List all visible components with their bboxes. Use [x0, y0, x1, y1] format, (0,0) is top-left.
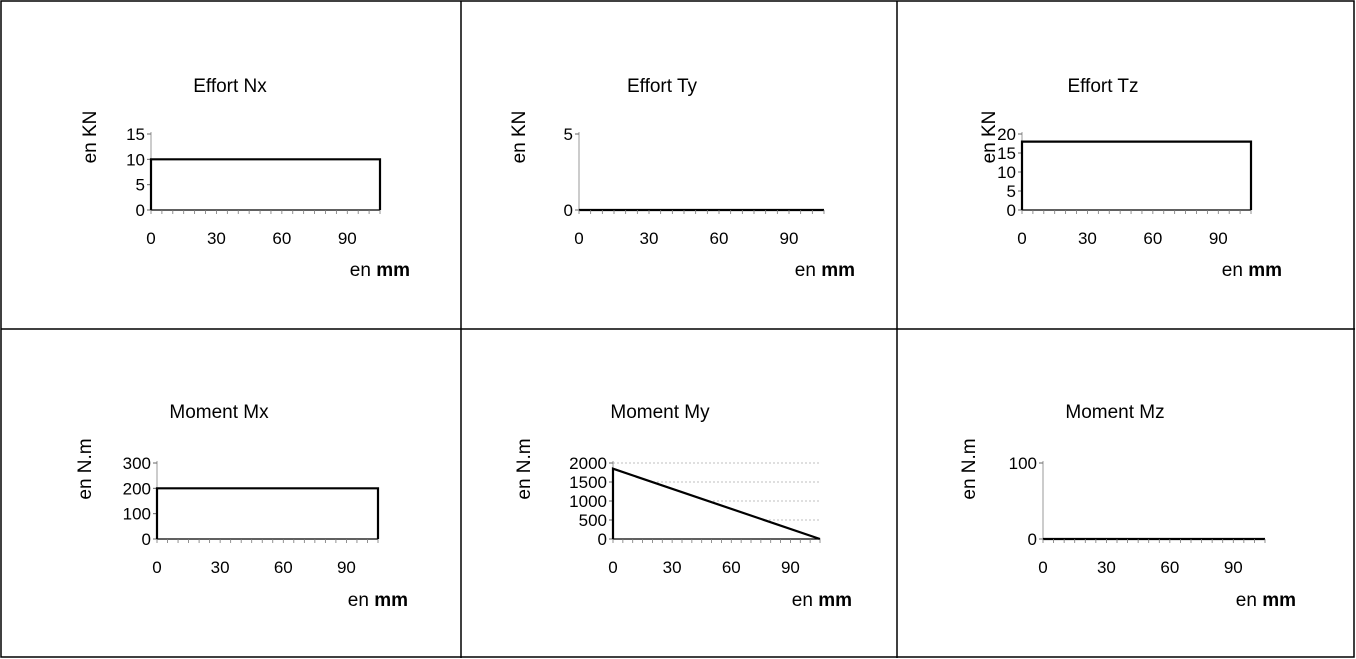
chart-title: Effort Ty — [627, 76, 698, 97]
chart-1: Effort Nx en KN 0 5 10 15 0 30 60 90 en mm — [80, 76, 410, 281]
y-tick-label: 1000 — [569, 492, 607, 511]
y-tick-label: 0 — [136, 201, 145, 220]
y-axis-label: en N.m — [514, 438, 535, 499]
chart-4: Moment Mx en N.m 0 100 200 300 0 30 60 90 en mm — [75, 402, 408, 611]
y-tick-label: 0 — [598, 530, 607, 549]
x-axis-label-prefix: en — [795, 260, 821, 281]
x-axis-label: en mm — [792, 590, 852, 611]
x-tick-label: 0 — [608, 558, 617, 577]
x-axis-label-prefix: en — [1236, 590, 1262, 611]
chart-title: Effort Tz — [1067, 76, 1138, 97]
x-axis-label-prefix: en — [348, 590, 374, 611]
x-axis-label: en mm — [348, 590, 408, 611]
x-axis-label: en mm — [1222, 260, 1282, 281]
x-axis-label: en mm — [350, 260, 410, 281]
y-tick-label: 200 — [123, 479, 151, 498]
x-tick-label: 60 — [272, 229, 291, 248]
data-series-area — [611, 467, 821, 541]
chart-2: Effort Ty en KN 0 5 0 30 60 90 en mm — [509, 76, 855, 281]
y-tick-label: 500 — [579, 511, 607, 530]
x-axis-label-prefix: en — [792, 590, 818, 611]
x-tick-label: 90 — [1209, 229, 1228, 248]
chart-title: Effort Nx — [193, 76, 267, 97]
y-tick-label: 20 — [997, 125, 1016, 144]
x-tick-label: 90 — [1224, 558, 1243, 577]
chart-title: Moment Mz — [1065, 402, 1164, 423]
y-axis-label: en KN — [509, 111, 530, 164]
x-tick-label: 30 — [663, 558, 682, 577]
x-axis-label-prefix: en — [1222, 260, 1248, 281]
y-tick-label: 100 — [123, 505, 151, 524]
x-axis-label-unit: mm — [374, 590, 408, 611]
data-series-area — [1020, 140, 1253, 210]
x-tick-label: 60 — [1143, 229, 1162, 248]
x-tick-label: 30 — [1097, 558, 1116, 577]
y-tick-label: 5 — [136, 176, 145, 195]
y-tick-label: 0 — [1028, 530, 1037, 549]
y-tick-label: 0 — [142, 530, 151, 549]
x-tick-label: 0 — [574, 229, 583, 248]
y-tick-label: 1500 — [569, 473, 607, 492]
y-tick-label: 0 — [1007, 201, 1016, 220]
x-tick-label: 60 — [722, 558, 741, 577]
x-tick-label: 0 — [146, 229, 155, 248]
x-tick-label: 30 — [211, 558, 230, 577]
x-tick-label: 0 — [152, 558, 161, 577]
y-tick-label: 10 — [126, 150, 145, 169]
x-axis-label-unit: mm — [821, 260, 855, 281]
x-tick-label: 60 — [1160, 558, 1179, 577]
x-axis-label: en mm — [1236, 590, 1296, 611]
x-tick-label: 90 — [781, 558, 800, 577]
chart-6: Moment Mz en N.m 0 100 0 30 60 90 en mm — [959, 402, 1296, 611]
x-axis-label-prefix: en — [350, 260, 376, 281]
y-tick-label: 15 — [126, 125, 145, 144]
x-axis-label-unit: mm — [1262, 590, 1296, 611]
x-tick-label: 90 — [338, 229, 357, 248]
x-axis-label-unit: mm — [376, 260, 410, 281]
y-axis-label: en N.m — [75, 438, 96, 499]
x-tick-label: 90 — [780, 229, 799, 248]
x-tick-label: 0 — [1038, 558, 1047, 577]
y-axis-label: en N.m — [959, 438, 980, 499]
y-tick-label: 2000 — [569, 454, 607, 473]
x-axis-label: en mm — [795, 260, 855, 281]
x-tick-label: 60 — [274, 558, 293, 577]
y-tick-label: 5 — [1007, 182, 1016, 201]
data-series-area — [155, 487, 380, 539]
x-tick-label: 90 — [337, 558, 356, 577]
y-tick-label: 0 — [564, 201, 573, 220]
x-tick-label: 60 — [710, 229, 729, 248]
y-tick-label: 15 — [997, 144, 1016, 163]
y-tick-label: 10 — [997, 163, 1016, 182]
y-tick-label: 100 — [1009, 454, 1037, 473]
y-tick-label: 5 — [564, 125, 573, 144]
data-series-area — [149, 158, 382, 210]
x-axis-label-unit: mm — [1248, 260, 1282, 281]
chart-title: Moment Mx — [169, 402, 269, 423]
x-tick-label: 0 — [1017, 229, 1026, 248]
y-axis-label: en KN — [80, 111, 101, 164]
x-axis-label-unit: mm — [818, 590, 852, 611]
x-tick-label: 30 — [207, 229, 226, 248]
x-tick-label: 30 — [640, 229, 659, 248]
x-tick-label: 30 — [1078, 229, 1097, 248]
chart-title: Moment My — [610, 402, 710, 423]
y-axis-label: en KN — [979, 111, 1000, 164]
y-tick-label: 300 — [123, 454, 151, 473]
